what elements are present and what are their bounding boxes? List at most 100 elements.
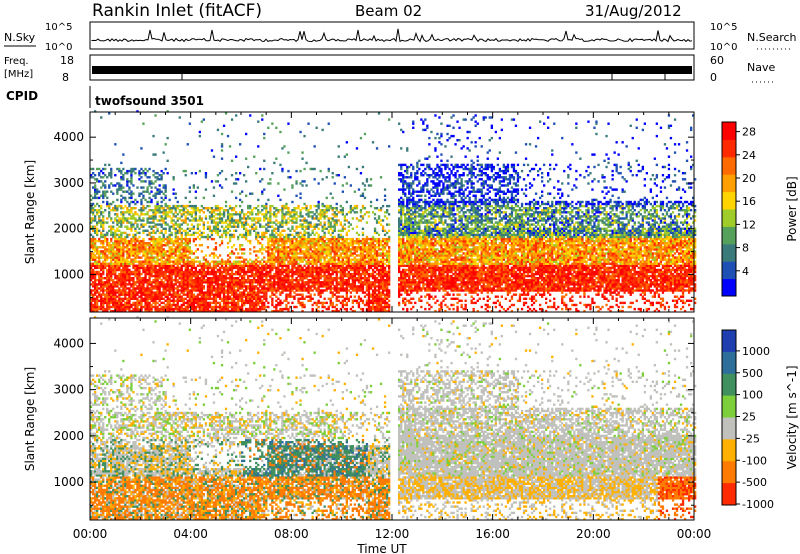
- range-cell: [156, 273, 158, 275]
- range-cell: [233, 304, 235, 306]
- range-cell: [161, 273, 163, 275]
- range-cell: [163, 261, 165, 263]
- range-cell: [225, 226, 227, 228]
- range-cell: [320, 291, 322, 293]
- range-cell: [187, 302, 189, 304]
- range-cell: [269, 207, 271, 209]
- range-cell: [165, 205, 167, 207]
- range-cell: [154, 263, 156, 265]
- range-cell: [146, 279, 148, 281]
- range-cell: [283, 215, 285, 217]
- range-cell: [189, 191, 191, 193]
- range-cell: [120, 232, 122, 234]
- nsky-tick-top: 10^5: [45, 22, 72, 33]
- range-cell: [189, 291, 191, 293]
- range-cell: [148, 221, 150, 223]
- range-cell: [217, 291, 219, 293]
- range-cell: [154, 246, 156, 248]
- range-cell: [191, 277, 193, 279]
- range-cell: [265, 277, 267, 279]
- range-cell: [322, 242, 324, 244]
- range-cell: [136, 304, 138, 306]
- range-cell: [156, 223, 158, 225]
- range-cell: [140, 263, 142, 265]
- range-cell: [217, 226, 219, 228]
- range-cell: [241, 201, 243, 203]
- range-cell: [287, 234, 289, 236]
- range-cell: [207, 294, 209, 296]
- range-cell: [177, 281, 179, 283]
- range-cell: [314, 246, 316, 248]
- range-cell: [326, 256, 328, 258]
- range-cell: [116, 205, 118, 207]
- range-cell: [328, 226, 330, 228]
- range-cell: [193, 226, 195, 228]
- range-cell: [229, 226, 231, 228]
- range-cell: [326, 308, 328, 310]
- range-cell: [213, 269, 215, 271]
- range-cell: [136, 298, 138, 300]
- range-cell: [328, 306, 330, 308]
- range-cell: [148, 246, 150, 248]
- range-cell: [116, 191, 118, 193]
- range-cell: [191, 267, 193, 269]
- range-cell: [96, 279, 98, 281]
- range-cell: [314, 223, 316, 225]
- range-cell: [112, 269, 114, 271]
- range-cell: [332, 176, 334, 178]
- range-cell: [281, 252, 283, 254]
- range-cell: [310, 207, 312, 209]
- range-cell: [251, 302, 253, 304]
- range-cell: [106, 221, 108, 223]
- range-cell: [150, 263, 152, 265]
- range-cell: [92, 294, 94, 296]
- range-cell: [94, 195, 96, 197]
- range-cell: [310, 248, 312, 250]
- range-cell: [338, 242, 340, 244]
- range-cell: [165, 232, 167, 234]
- range-cell: [233, 283, 235, 285]
- range-cell: [269, 283, 271, 285]
- range-cell: [150, 267, 152, 269]
- range-cell: [269, 252, 271, 254]
- range-cell: [209, 228, 211, 230]
- range-cell: [146, 294, 148, 296]
- range-cell: [159, 174, 161, 176]
- range-cell: [320, 259, 322, 261]
- range-cell: [98, 168, 100, 170]
- range-cell: [185, 298, 187, 300]
- range-cell: [285, 294, 287, 296]
- range-cell: [338, 246, 340, 248]
- range-cell: [285, 265, 287, 267]
- range-cell: [267, 281, 269, 283]
- range-cell: [245, 213, 247, 215]
- range-cell: [92, 283, 94, 285]
- range-cell: [130, 180, 132, 182]
- range-cell: [108, 215, 110, 217]
- range-cell: [100, 263, 102, 265]
- range-cell: [120, 186, 122, 188]
- range-cell: [287, 287, 289, 289]
- range-cell: [181, 238, 183, 240]
- range-cell: [310, 279, 312, 281]
- range-cell: [179, 294, 181, 296]
- range-cell: [215, 226, 217, 228]
- range-cell: [243, 302, 245, 304]
- range-cell: [181, 252, 183, 254]
- range-cell: [94, 298, 96, 300]
- range-cell: [257, 304, 259, 306]
- range-cell: [124, 302, 126, 304]
- range-cell: [330, 238, 332, 240]
- range-cell: [154, 114, 156, 116]
- range-cell: [154, 283, 156, 285]
- range-cell: [255, 232, 257, 234]
- range-cell: [301, 267, 303, 269]
- range-cell: [128, 281, 130, 283]
- range-cell: [163, 221, 165, 223]
- range-cell: [307, 300, 309, 302]
- range-cell: [285, 246, 287, 248]
- range-cell: [215, 304, 217, 306]
- range-cell: [221, 236, 223, 238]
- range-cell: [301, 180, 303, 182]
- range-cell: [281, 238, 283, 240]
